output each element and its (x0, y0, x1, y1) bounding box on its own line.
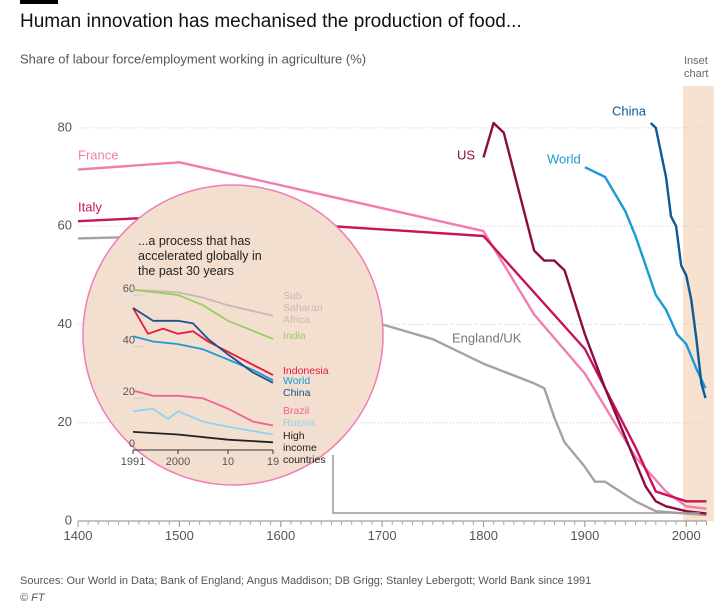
series-line (132, 307, 274, 376)
series-label: High income countries (283, 430, 326, 466)
x-tick-label: 2000 (672, 528, 701, 543)
y-tick-label: 0 (129, 438, 135, 450)
source: Sources: Our World in Data; Bank of Engl… (20, 575, 591, 587)
chart-subtitle: Share of labour force/employment working… (20, 51, 366, 66)
y-tick-label: 40 (58, 316, 72, 331)
credit: © FT (20, 592, 46, 604)
x-tick-label: 1800 (469, 528, 498, 543)
series-line (77, 161, 707, 510)
series-label: India (283, 330, 306, 342)
x-tick-label: 10 (222, 456, 234, 468)
series-line (132, 389, 274, 427)
x-tick-label: 1700 (368, 528, 397, 543)
y-tick-label: 80 (58, 119, 72, 134)
series-line (132, 288, 274, 340)
series-label: England/UK (452, 330, 522, 345)
series-label: China (283, 387, 311, 399)
y-tick-label: 60 (58, 218, 72, 233)
leader-line (332, 455, 700, 514)
y-tick-label: 0 (65, 512, 72, 527)
inset-circle (82, 184, 384, 486)
series-label: Indonesia (283, 365, 329, 377)
series-line (132, 288, 274, 317)
inset-title: ...a process that has accelerated global… (138, 234, 265, 278)
y-tick-label: 40 (123, 335, 135, 347)
series-label: France (78, 147, 118, 162)
chart-title: Human innovation has mechanised the prod… (20, 11, 522, 32)
inset-chart: ...a process that has accelerated global… (82, 184, 384, 486)
x-tick-label: 1400 (64, 528, 93, 543)
x-tick-label: 1600 (266, 528, 295, 543)
series-line (132, 335, 274, 382)
series-label: US (457, 147, 475, 162)
series-label: Sub Saharan Africa (283, 290, 326, 326)
series-line (132, 407, 274, 436)
y-tick-label: 60 (123, 283, 135, 295)
series-label: Brazil (283, 405, 309, 417)
series-label: World (547, 151, 581, 166)
series-line (132, 307, 274, 384)
series-label: China (612, 103, 647, 118)
brand-bar (20, 0, 58, 4)
series-line (482, 121, 707, 515)
x-tick-label: 19 (267, 456, 279, 468)
x-tick-label: 1500 (165, 528, 194, 543)
x-tick-label: 1991 (121, 456, 145, 468)
series-line (584, 166, 707, 389)
series-line (132, 431, 274, 444)
series-label: World (283, 375, 310, 387)
series-line (649, 122, 707, 399)
inset-band (683, 86, 714, 521)
annotation: Inset chart (684, 55, 711, 80)
x-tick-label: 2000 (166, 456, 190, 468)
y-tick-label: 20 (123, 386, 135, 398)
series-label: Italy (78, 199, 102, 214)
x-tick-label: 1900 (570, 528, 599, 543)
y-tick-label: 20 (58, 414, 72, 429)
series-label: Russia (283, 417, 315, 429)
